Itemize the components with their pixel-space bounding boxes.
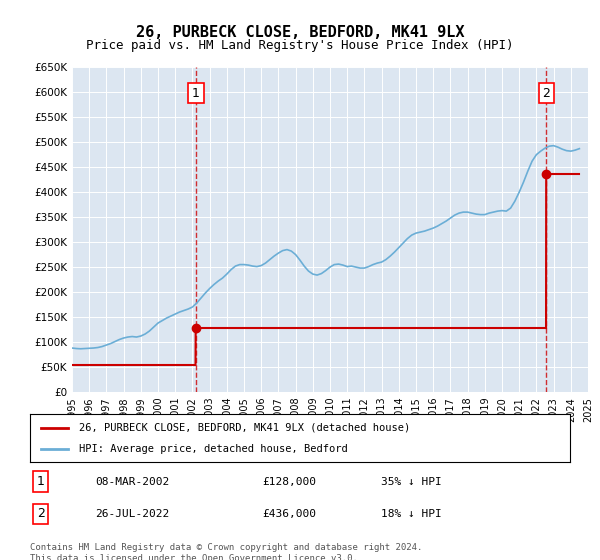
Text: 35% ↓ HPI: 35% ↓ HPI [381,477,442,487]
Text: £128,000: £128,000 [262,477,316,487]
Text: HPI: Average price, detached house, Bedford: HPI: Average price, detached house, Bedf… [79,444,347,454]
Text: 1: 1 [192,87,200,100]
Text: 26, PURBECK CLOSE, BEDFORD, MK41 9LX: 26, PURBECK CLOSE, BEDFORD, MK41 9LX [136,25,464,40]
Text: 26, PURBECK CLOSE, BEDFORD, MK41 9LX (detached house): 26, PURBECK CLOSE, BEDFORD, MK41 9LX (de… [79,423,410,433]
Text: 26-JUL-2022: 26-JUL-2022 [95,509,169,519]
Text: 18% ↓ HPI: 18% ↓ HPI [381,509,442,519]
Text: Price paid vs. HM Land Registry's House Price Index (HPI): Price paid vs. HM Land Registry's House … [86,39,514,52]
Text: 08-MAR-2002: 08-MAR-2002 [95,477,169,487]
Text: £436,000: £436,000 [262,509,316,519]
Text: 2: 2 [542,87,550,100]
Text: 2: 2 [37,507,45,520]
Text: 1: 1 [37,475,45,488]
Text: Contains HM Land Registry data © Crown copyright and database right 2024.
This d: Contains HM Land Registry data © Crown c… [30,543,422,560]
